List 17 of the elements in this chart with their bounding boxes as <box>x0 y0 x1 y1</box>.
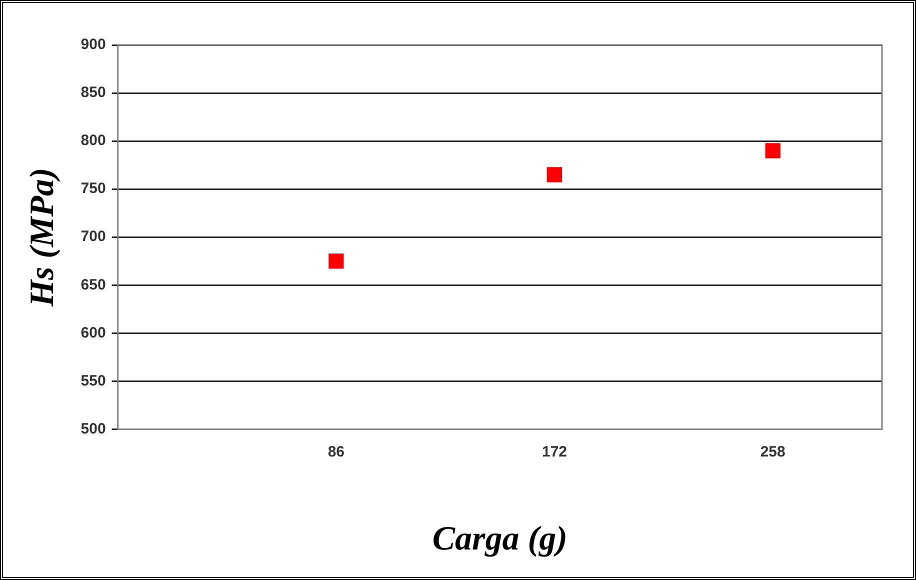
y-tick-label: 800 <box>80 132 106 150</box>
x-axis-title: Carga (g) <box>432 520 568 558</box>
y-tick-label: 550 <box>80 372 106 390</box>
y-tick-label: 750 <box>80 180 106 198</box>
x-tick-label: 86 <box>328 443 345 460</box>
y-tick-label: 850 <box>80 84 106 102</box>
x-tick-label: 172 <box>542 443 568 460</box>
y-tick-label: 650 <box>80 276 106 294</box>
x-tick-label: 258 <box>760 443 786 460</box>
y-tick-label: 500 <box>80 420 106 438</box>
point <box>328 254 344 269</box>
y-axis-title: Hs (MPa) <box>24 168 62 308</box>
y-tick-label: 700 <box>80 228 106 246</box>
y-tick-label: 900 <box>80 36 106 54</box>
y-tick-label: 600 <box>80 324 106 342</box>
point <box>546 167 562 182</box>
point <box>765 143 780 158</box>
